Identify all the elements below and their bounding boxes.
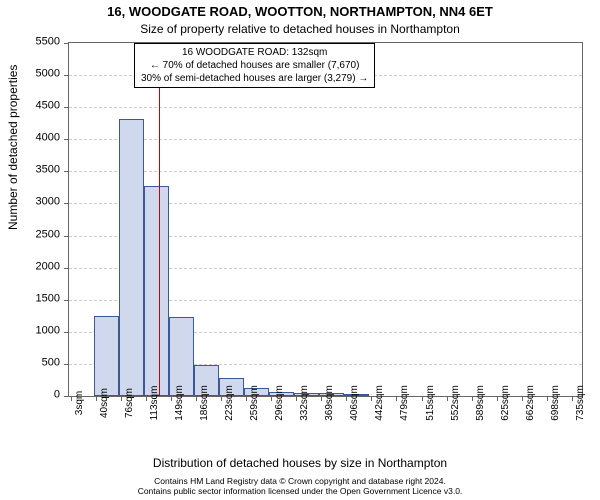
plot-area: 16 WOODGATE ROAD: 132sqm ← 70% of detach… <box>68 42 583 397</box>
annotation-line3: 30% of semi-detached houses are larger (… <box>141 72 368 85</box>
xtick-label: 479sqm <box>399 385 410 421</box>
xtick-label: 442sqm <box>374 385 385 421</box>
annotation-box: 16 WOODGATE ROAD: 132sqm ← 70% of detach… <box>134 43 375 88</box>
xtick-label: 259sqm <box>249 385 260 421</box>
ytick-label: 2500 <box>0 229 60 240</box>
histogram-bar <box>169 317 194 396</box>
ytick-mark <box>64 300 69 301</box>
ytick-label: 4500 <box>0 101 60 112</box>
histogram-bar <box>144 186 169 396</box>
xtick-mark <box>296 396 297 401</box>
xtick-mark <box>196 396 197 401</box>
xtick-label: 698sqm <box>550 385 561 421</box>
reference-line <box>159 43 160 396</box>
xtick-label: 406sqm <box>349 385 360 421</box>
ytick-label: 4000 <box>0 133 60 144</box>
xtick-label: 662sqm <box>525 385 536 421</box>
annotation-line1: 16 WOODGATE ROAD: 132sqm <box>141 46 368 59</box>
xtick-mark <box>572 396 573 401</box>
xtick-label: 552sqm <box>450 385 461 421</box>
xtick-mark <box>547 396 548 401</box>
xtick-mark <box>422 396 423 401</box>
ytick-mark <box>64 107 69 108</box>
ytick-label: 1000 <box>0 325 60 336</box>
xtick-label: 625sqm <box>500 385 511 421</box>
xtick-label: 369sqm <box>324 385 335 421</box>
xtick-mark <box>71 396 72 401</box>
gridline <box>69 139 582 140</box>
xtick-label: 223sqm <box>224 385 235 421</box>
footer-line2: Contains public sector information licen… <box>0 486 600 496</box>
ytick-mark <box>64 171 69 172</box>
xtick-label: 3sqm <box>74 391 85 415</box>
chart-title: 16, WOODGATE ROAD, WOOTTON, NORTHAMPTON,… <box>0 4 600 19</box>
xtick-mark <box>396 396 397 401</box>
ytick-mark <box>64 43 69 44</box>
ytick-mark <box>64 75 69 76</box>
xtick-mark <box>447 396 448 401</box>
xtick-mark <box>321 396 322 401</box>
ytick-mark <box>64 332 69 333</box>
xtick-mark <box>121 396 122 401</box>
xtick-mark <box>472 396 473 401</box>
xtick-mark <box>522 396 523 401</box>
ytick-label: 2000 <box>0 261 60 272</box>
ytick-mark <box>64 236 69 237</box>
footer-line1: Contains HM Land Registry data © Crown c… <box>0 476 600 486</box>
xtick-mark <box>271 396 272 401</box>
xtick-label: 76sqm <box>124 388 135 418</box>
ytick-mark <box>64 396 69 397</box>
ytick-mark <box>64 203 69 204</box>
ytick-mark <box>64 268 69 269</box>
xtick-label: 296sqm <box>274 385 285 421</box>
footer-text: Contains HM Land Registry data © Crown c… <box>0 476 600 496</box>
annotation-line2: ← 70% of detached houses are smaller (7,… <box>141 59 368 72</box>
xtick-label: 186sqm <box>199 385 210 421</box>
ytick-label: 5000 <box>0 69 60 80</box>
ytick-label: 5500 <box>0 37 60 48</box>
ytick-label: 0 <box>0 390 60 401</box>
xtick-label: 589sqm <box>475 385 486 421</box>
ytick-mark <box>64 364 69 365</box>
xtick-mark <box>371 396 372 401</box>
xtick-label: 149sqm <box>174 385 185 421</box>
histogram-bar <box>119 119 144 396</box>
xtick-label: 515sqm <box>425 385 436 421</box>
gridline <box>69 107 582 108</box>
ytick-mark <box>64 139 69 140</box>
histogram-bar <box>94 316 119 396</box>
xtick-mark <box>246 396 247 401</box>
xtick-mark <box>346 396 347 401</box>
xtick-mark <box>497 396 498 401</box>
chart-subtitle: Size of property relative to detached ho… <box>0 22 600 36</box>
ytick-label: 500 <box>0 357 60 368</box>
xtick-mark <box>171 396 172 401</box>
ytick-label: 3000 <box>0 197 60 208</box>
xtick-label: 40sqm <box>99 388 110 418</box>
xtick-mark <box>221 396 222 401</box>
xtick-mark <box>96 396 97 401</box>
xtick-mark <box>146 396 147 401</box>
gridline <box>69 171 582 172</box>
xtick-label: 332sqm <box>299 385 310 421</box>
x-axis-label: Distribution of detached houses by size … <box>0 456 600 470</box>
ytick-label: 1500 <box>0 293 60 304</box>
ytick-label: 3500 <box>0 165 60 176</box>
xtick-label: 735sqm <box>575 385 586 421</box>
